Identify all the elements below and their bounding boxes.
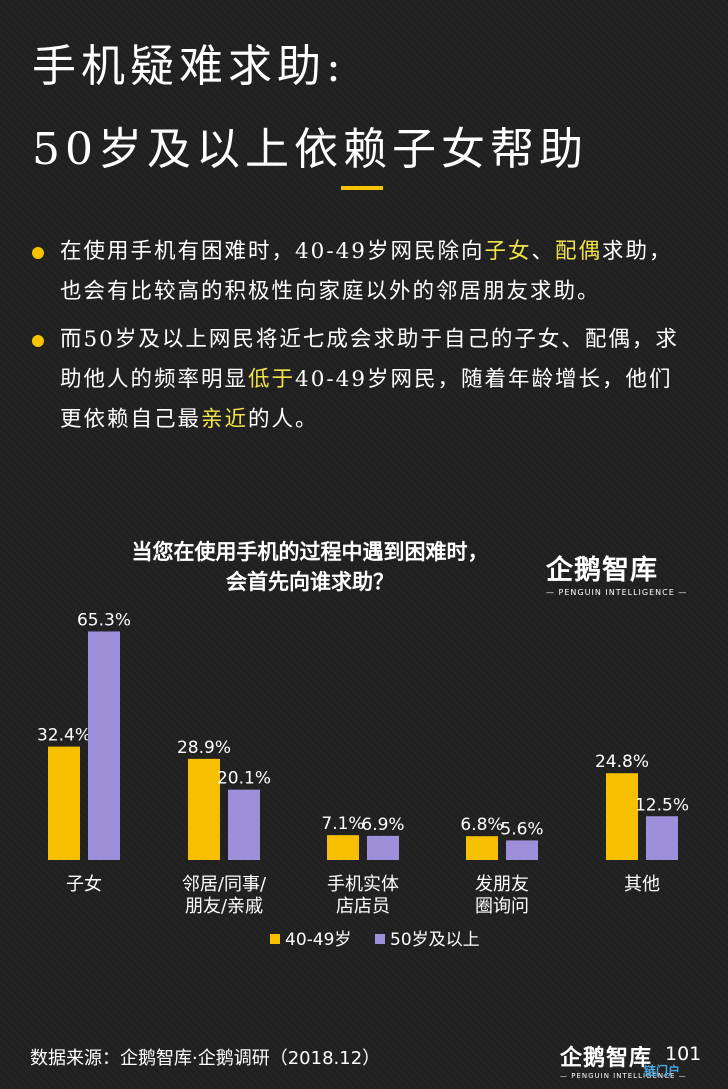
bar-age-50-plus-0 [88, 631, 120, 860]
bar-age-40-49-0 [48, 746, 80, 860]
category-label-3-line-1: 圈询问 [475, 896, 529, 917]
data-label-age-40-49-2: 7.1% [321, 814, 364, 834]
page-title-line-1: 手机疑难求助: [32, 41, 346, 92]
legend-label-1: 50岁及以上 [390, 930, 480, 950]
data-label-age-50-plus-1: 20.1% [217, 769, 271, 789]
bullet-text-2-part-3: 40-49岁网民，随着年龄增长，他们更依赖自己最 [60, 367, 673, 432]
page-number: 101 [665, 1043, 702, 1065]
bar-age-50-plus-2 [367, 835, 399, 860]
bullet-item-2: 而50岁及以上网民将近七成会求助于自己的子女、配偶，求助他人的频率明显低于40-… [30, 320, 695, 440]
category-label-2-line-1: 店店员 [336, 896, 390, 917]
bullet-highlight-spouse: 配偶 [555, 239, 603, 264]
brand-logo-subtext: — PENGUIN INTELLIGENCE — [546, 588, 688, 597]
brand-logo-text: 企鹅智库 [546, 555, 658, 586]
bullet-list: 在使用手机有困难时，40-49岁网民除向子女、配偶求助，也会有比较高的积极性向家… [30, 232, 695, 448]
data-label-age-50-plus-4: 12.5% [635, 795, 689, 815]
bar-chart: 32.4% 65.3% 子女 28.9% 20.1% 邻居/同事/朋友/亲戚 7.1%6.9… [37, 610, 689, 950]
bar-age-50-plus-4 [646, 816, 678, 860]
data-label-age-40-49-1: 28.9% [177, 738, 231, 758]
bar-age-40-49-1 [188, 758, 220, 860]
brand-logo: 企鹅智库 — PENGUIN INTELLIGENCE — [546, 548, 687, 597]
bullet-highlight-lower: 低于 [248, 367, 296, 392]
category-label-3-line-0: 发朋友 [475, 874, 529, 895]
page-title-line-2: 50岁及以上依赖子女帮助 [32, 124, 588, 175]
bullet-highlight-children: 子女 [484, 239, 532, 264]
data-label-age-50-plus-2: 6.9% [361, 815, 404, 835]
bullet-text-2-part-5: 的人。 [248, 407, 319, 432]
bar-age-40-49-3 [466, 836, 498, 860]
data-label-age-40-49-4: 24.8% [595, 752, 649, 772]
category-label-1-line-0: 邻居/同事/ [182, 874, 267, 895]
footer-brand-logo-text: 企鹅智库 [560, 1046, 653, 1071]
bar-age-40-49-4 [606, 773, 638, 860]
title-accent-rule [341, 186, 383, 190]
chart-title: 当您在使用手机的过程中遇到困难时， 会首先向谁求助？ [100, 537, 520, 597]
bullet-text-1-part-1: 在使用手机有困难时，40-49岁网民除向 [60, 239, 485, 264]
bullet-text-2-part-1: 而50岁及以上网民将近七成会求助于自己的子女、配偶，求助他人的频率明显 [60, 327, 679, 392]
bullet-text-1-part-5: 求助，也会有比较高的积极性向家庭以外的邻居朋友求助。 [60, 239, 673, 304]
legend-label-0: 40-49岁 [285, 930, 351, 950]
data-source: 数据来源：企鹅智库·企鹅调研（2018.12） [30, 1048, 381, 1069]
category-label-2-line-0: 手机实体 [327, 874, 399, 895]
watermark: 链门户 [644, 1064, 681, 1078]
bar-age-40-49-2 [327, 835, 359, 860]
data-label-age-50-plus-3: 5.6% [500, 819, 543, 839]
category-label-0-line-0: 子女 [66, 874, 102, 895]
bar-age-50-plus-1 [228, 789, 260, 860]
footer-brand-logo: 企鹅智库 — PENGUIN INTELLIGENCE — [560, 1040, 687, 1080]
bullet-text-1-part-3: 、 [531, 239, 556, 264]
footer-brand-logo-subtext: — PENGUIN INTELLIGENCE — [560, 1072, 687, 1080]
bar-age-50-plus-3 [506, 840, 538, 860]
bullet-highlight-closest: 亲近 [201, 407, 249, 432]
data-label-age-50-plus-0: 65.3% [77, 610, 131, 630]
category-label-1-line-1: 朋友/亲戚 [185, 896, 263, 917]
chart-title-line-1: 当您在使用手机的过程中遇到困难时， [131, 540, 489, 564]
bullet-dot-icon [32, 335, 44, 347]
legend-swatch-1 [375, 934, 385, 944]
category-label-4-line-0: 其他 [624, 874, 660, 895]
bullet-item-1: 在使用手机有困难时，40-49岁网民除向子女、配偶求助，也会有比较高的积极性向家… [30, 232, 695, 312]
bullet-dot-icon [32, 247, 44, 259]
legend-swatch-0 [270, 934, 280, 944]
data-label-age-40-49-0: 32.4% [37, 726, 91, 746]
chart-title-line-2: 会首先向谁求助？ [226, 570, 394, 594]
data-label-age-40-49-3: 6.8% [460, 815, 503, 835]
